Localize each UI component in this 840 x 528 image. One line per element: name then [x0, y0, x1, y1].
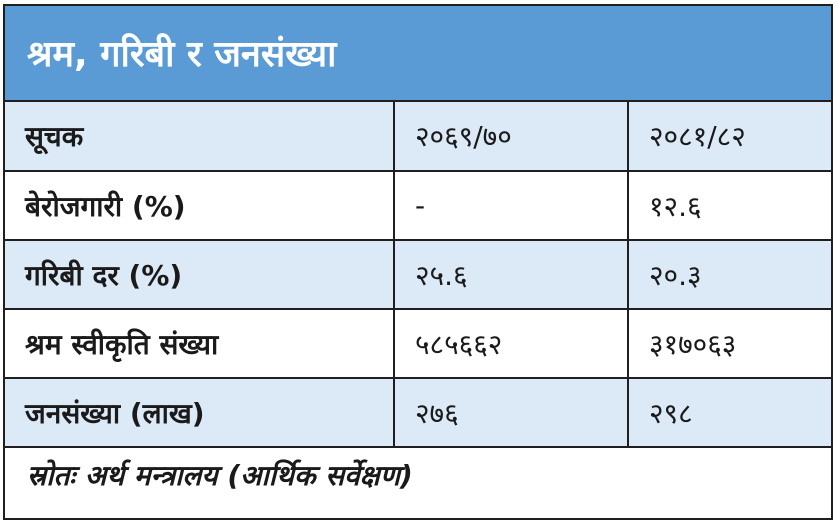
source-note: स्रोतः अर्थ मन्त्रालय (आर्थिक सर्वेक्षण): [27, 459, 413, 492]
title-bar: श्रम, गरिबी र जनसंख्या: [5, 6, 831, 102]
table-header-row: सूचक २०६९/७० २०८१/८२: [5, 102, 831, 172]
table-row: बेरोजगारी (%) - १२.६: [5, 171, 831, 241]
card-title: श्रम, गरिबी र जनसंख्या: [27, 34, 337, 75]
row-value-year-1: -: [394, 171, 629, 241]
row-indicator: बेरोजगारी (%): [5, 171, 395, 241]
header-year-1: २०६९/७०: [394, 102, 629, 172]
table-row: गरिबी दर (%) २५.६ २०.३: [5, 240, 831, 310]
row-value-year-2: २०.३: [628, 240, 831, 310]
row-value-year-2: १२.६: [628, 171, 831, 241]
row-indicator: गरिबी दर (%): [5, 240, 395, 310]
header-year-2: २०८१/८२: [628, 102, 831, 172]
row-indicator: श्रम स्वीकृति संख्या: [5, 309, 395, 379]
header-indicator: सूचक: [5, 102, 395, 172]
table-row: जनसंख्या (लाख) २७६ २९८: [5, 378, 831, 448]
row-value-year-2: २९८: [628, 378, 831, 448]
row-value-year-1: ५८५६६२: [394, 309, 629, 379]
data-table: सूचक २०६९/७० २०८१/८२ बेरोजगारी (%) - १२.…: [5, 102, 831, 448]
infographic-card: श्रम, गरिबी र जनसंख्या सूचक २०६९/७० २०८१…: [3, 4, 833, 520]
row-value-year-1: २५.६: [394, 240, 629, 310]
table-row: श्रम स्वीकृति संख्या ५८५६६२ ३१७०६३: [5, 309, 831, 379]
row-value-year-2: ३१७०६३: [628, 309, 831, 379]
row-value-year-1: २७६: [394, 378, 629, 448]
row-indicator: जनसंख्या (लाख): [5, 378, 395, 448]
